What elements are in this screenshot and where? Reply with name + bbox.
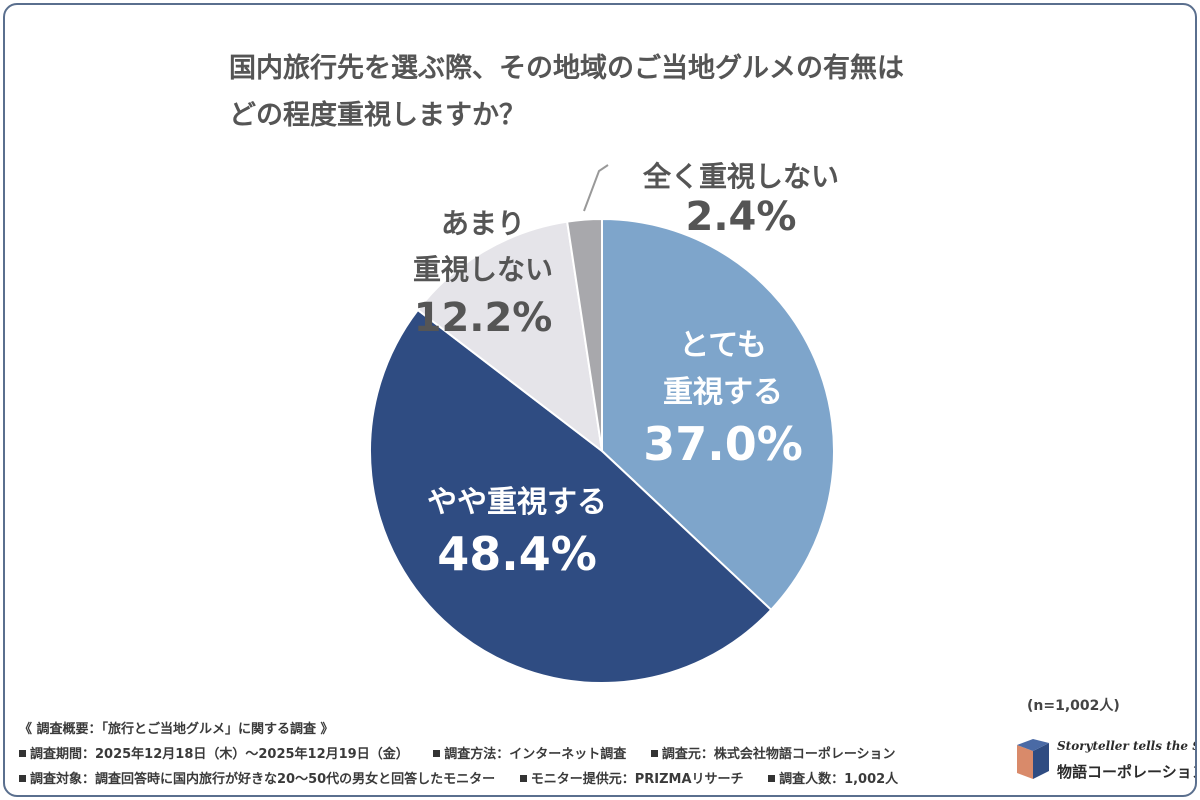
sample-size: (n=1,002人) xyxy=(1027,698,1120,714)
survey-notes-row-2: 調査対象：調査回答時に国内旅行が好きな20〜50代の男女と回答したモニター モニ… xyxy=(19,767,1009,792)
slice-value-1: 48.4% xyxy=(437,527,597,581)
logo-name: 物語コーポレーション xyxy=(1057,763,1197,781)
pie-slice-2 xyxy=(416,220,604,454)
slice-name-2-1: 重視しない xyxy=(413,253,553,286)
slice-label-0: とても重視する 37.0% xyxy=(643,328,803,471)
slice-value-3: 2.4% xyxy=(686,194,797,240)
bullet-square-icon xyxy=(650,750,658,757)
pie-slice-3 xyxy=(566,217,603,452)
bullet-square-icon xyxy=(19,750,26,757)
slice-label-1: やや重視する 48.4% xyxy=(427,485,607,581)
pie-chart: とても重視する 37.0% やや重視する 48.4% あまり重視しない 12.2% 全く重視… xyxy=(368,160,839,685)
pie-slices xyxy=(368,217,835,685)
bullet-square-icon xyxy=(768,775,776,782)
open-book-icon xyxy=(1017,739,1049,779)
bullet-square-icon xyxy=(519,775,527,782)
chart-frame: 国内旅行先を選ぶ際、その地域のご当地グルメの有無は どの程度重視しますか？ とて… xyxy=(3,3,1197,797)
slice-value-0: 37.0% xyxy=(643,417,803,471)
survey-method: 調査方法：インターネット調査 xyxy=(433,742,626,767)
slice-name-0-0: とても xyxy=(679,328,767,363)
survey-source: 調査元：株式会社物語コーポレーション xyxy=(650,742,896,767)
slice-label-3: 全く重視しない 2.4% xyxy=(642,160,839,240)
survey-period: 調査期間：2025年12月18日（木）〜2025年12月19日（金） xyxy=(19,742,409,767)
chart-title-line-1: 国内旅行先を選ぶ際、その地域のご当地グルメの有無は xyxy=(229,53,904,84)
survey-notes: 《 調査概要：「旅行とご当地グルメ」に関する調査 》 調査期間：2025年12月… xyxy=(19,717,1009,792)
survey-notes-heading: 《 調査概要：「旅行とご当地グルメ」に関する調査 》 xyxy=(19,722,334,737)
bullet-square-icon xyxy=(433,750,441,757)
bullet-square-icon xyxy=(19,775,26,782)
pie-slice-1 xyxy=(368,308,773,685)
chart-title-line-2: どの程度重視しますか？ xyxy=(229,100,526,131)
leader-lines xyxy=(583,164,609,212)
survey-notes-row-1: 調査期間：2025年12月18日（木）〜2025年12月19日（金） 調査方法：… xyxy=(19,742,1009,767)
survey-target: 調査対象：調査回答時に国内旅行が好きな20〜50代の男女と回答したモニター xyxy=(19,767,495,792)
chart-title: 国内旅行先を選ぶ際、その地域のご当地グルメの有無は どの程度重視しますか？ xyxy=(229,45,1089,139)
slice-name-2-0: あまり xyxy=(441,207,525,240)
company-logo: Storyteller tells the Story 物語コーポレーション xyxy=(1009,729,1195,791)
slice-label-2: あまり重視しない 12.2% xyxy=(413,207,553,341)
slice-name-0-1: 重視する xyxy=(663,375,783,410)
slice-value-2: 12.2% xyxy=(414,295,553,341)
pie-slice-0 xyxy=(601,217,835,612)
slice-name-1-0: やや重視する xyxy=(427,485,607,520)
slice-labels: とても重視する 37.0% やや重視する 48.4% あまり重視しない 12.2% 全く重視… xyxy=(413,160,839,581)
survey-count: 調査人数：1,002人 xyxy=(768,767,898,792)
slice-name-3-0: 全く重視しない xyxy=(642,160,839,193)
logo-tagline: Storyteller tells the Story xyxy=(1057,739,1195,753)
survey-panel: モニター提供元：PRIZMAリサーチ xyxy=(519,767,744,792)
leader-line-small-slice xyxy=(583,164,609,212)
